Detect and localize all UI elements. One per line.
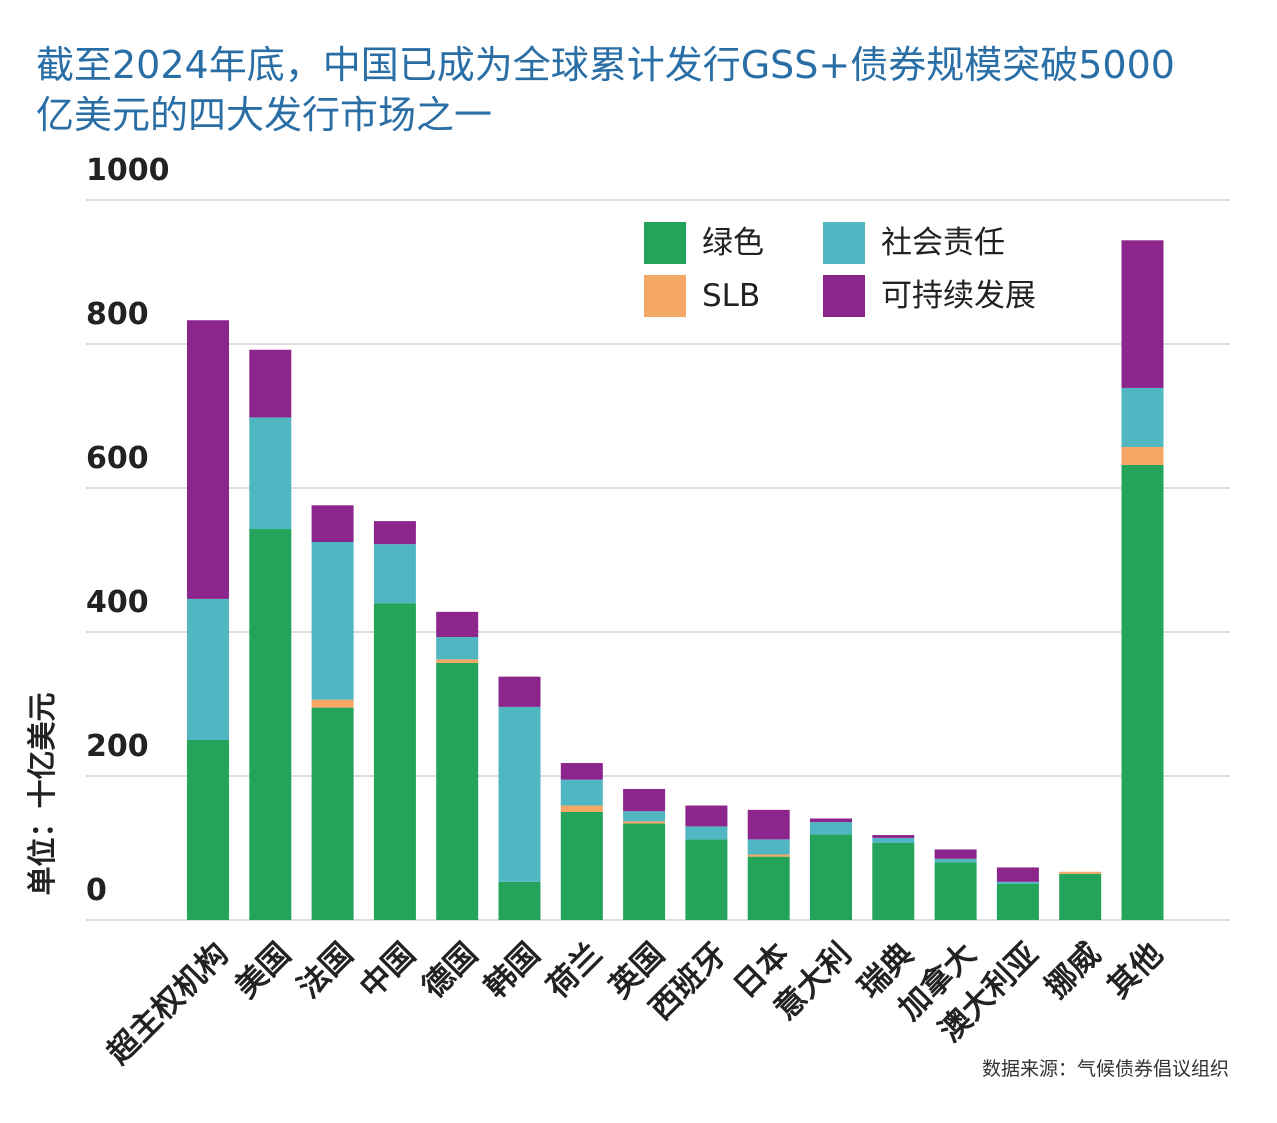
bar-segment-12-3 [934, 849, 977, 859]
bar-segment-13-0 [996, 884, 1039, 920]
x-tick-label: 挪威 [1038, 936, 1107, 1005]
bar-segment-6-3 [560, 763, 603, 780]
legend-label: 社会责任 [881, 225, 1005, 261]
bars [187, 240, 1164, 920]
bar-segment-9-2 [747, 839, 790, 855]
bar-segment-2-2 [311, 542, 354, 700]
x-tick-label: 德国 [415, 936, 484, 1005]
bar-segment-2-1 [311, 699, 354, 708]
bar-segment-1-0 [249, 529, 292, 920]
bar-segment-12-2 [934, 858, 977, 863]
bar-segment-9-3 [747, 809, 790, 840]
bar-segment-1-2 [249, 417, 292, 530]
bar-segment-0-2 [187, 598, 229, 740]
bar-segment-15-1 [1121, 446, 1164, 465]
legend-swatch-0 [644, 222, 686, 264]
bar-segment-15-2 [1121, 387, 1164, 447]
bar-segment-0-3 [187, 320, 229, 599]
chart-title-line-2: 亿美元的四大发行市场之一 [36, 93, 493, 137]
y-tick-label: 200 [86, 729, 149, 764]
x-tick-label: 其他 [1101, 936, 1170, 1005]
bar-segment-3-0 [373, 603, 416, 920]
bar-segment-14-1 [1059, 871, 1102, 874]
bar-segment-13-3 [996, 867, 1039, 882]
bar-segment-11-3 [872, 835, 915, 838]
y-tick-label: 0 [86, 873, 107, 908]
bar-segment-5-0 [498, 881, 541, 920]
bar-segment-4-0 [436, 662, 479, 920]
bar-segment-7-0 [623, 823, 666, 920]
bar-segment-4-3 [436, 611, 479, 638]
bar-segment-2-3 [311, 505, 354, 542]
x-tick-label: 法国 [291, 936, 360, 1005]
bar-segment-2-0 [311, 707, 354, 920]
bar-segment-7-2 [623, 811, 666, 822]
x-tick-label: 超主权机构 [100, 936, 235, 1071]
legend-label: SLB [702, 278, 760, 314]
bar-segment-15-3 [1121, 240, 1164, 388]
bar-segment-7-1 [623, 821, 666, 824]
bar-segment-7-3 [623, 788, 666, 812]
bar-segment-6-0 [560, 812, 603, 920]
bar-segment-8-2 [685, 826, 728, 840]
bar-segment-1-3 [249, 349, 292, 418]
bar-segment-6-2 [560, 779, 603, 806]
chart-title-line-1: 截至2024年底，中国已成为全球累计发行GSS+债券规模突破5000 [36, 43, 1175, 87]
x-tick-label: 美国 [229, 936, 298, 1005]
y-tick-label: 1000 [86, 153, 170, 188]
legend-swatch-1 [644, 275, 686, 317]
data-source-note: 数据来源：气候债券倡议组织 [981, 1058, 1229, 1080]
x-tick-label: 荷兰 [540, 936, 609, 1005]
y-tick-label: 800 [86, 297, 149, 332]
bar-segment-3-3 [373, 521, 416, 545]
bar-segment-5-2 [498, 706, 541, 882]
y-tick-label: 400 [86, 585, 149, 620]
legend-swatch-3 [823, 275, 865, 317]
y-axis-tick-labels: 0 200 400 600 800 1000 [86, 153, 170, 908]
bar-segment-6-1 [560, 805, 603, 812]
bar-segment-3-2 [373, 544, 416, 604]
bar-segment-4-1 [436, 659, 479, 663]
y-tick-label: 600 [86, 441, 149, 476]
bar-segment-8-0 [685, 839, 728, 920]
bar-segment-9-0 [747, 856, 790, 920]
bar-segment-12-0 [934, 862, 977, 920]
x-tick-label: 中国 [353, 936, 422, 1005]
y-axis-label: 单位：十亿美元 [25, 692, 59, 895]
bar-segment-10-0 [810, 834, 852, 920]
bar-segment-4-2 [436, 637, 479, 660]
bar-segment-10-3 [810, 818, 852, 823]
legend-label: 可持续发展 [881, 278, 1036, 314]
bar-segment-13-2 [996, 881, 1039, 884]
bar-segment-14-0 [1059, 873, 1102, 920]
chart-title: 截至2024年底，中国已成为全球累计发行GSS+债券规模突破5000 亿美元的四… [36, 40, 1246, 140]
bar-segment-11-0 [872, 842, 915, 920]
bar-segment-15-0 [1121, 464, 1164, 920]
bar-segment-0-0 [187, 740, 229, 920]
x-tick-label: 韩国 [478, 936, 547, 1005]
bar-segment-9-1 [747, 854, 790, 857]
bar-segment-5-3 [498, 676, 541, 707]
legend-label: 绿色 [702, 225, 764, 261]
bar-segment-8-3 [685, 805, 728, 827]
bar-segment-11-2 [872, 837, 915, 843]
bar-segment-10-2 [810, 822, 852, 835]
legend-swatch-2 [823, 222, 865, 264]
